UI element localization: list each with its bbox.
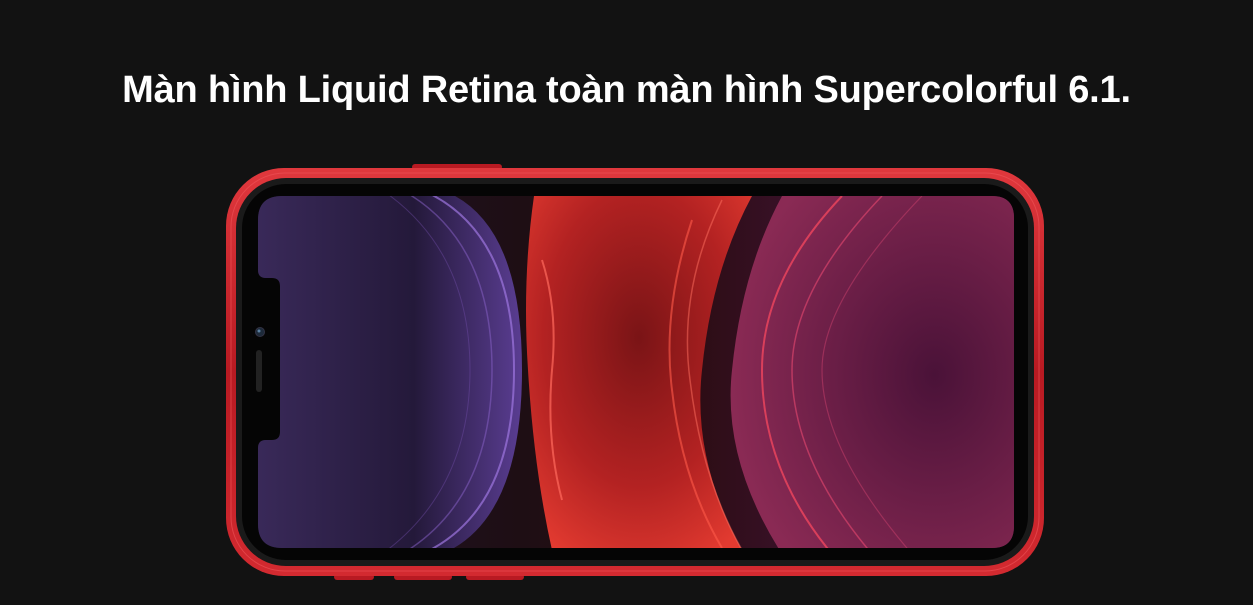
phone-image: [222, 160, 1048, 585]
headline: Màn hình Liquid Retina toàn màn hình Sup…: [122, 69, 1131, 111]
